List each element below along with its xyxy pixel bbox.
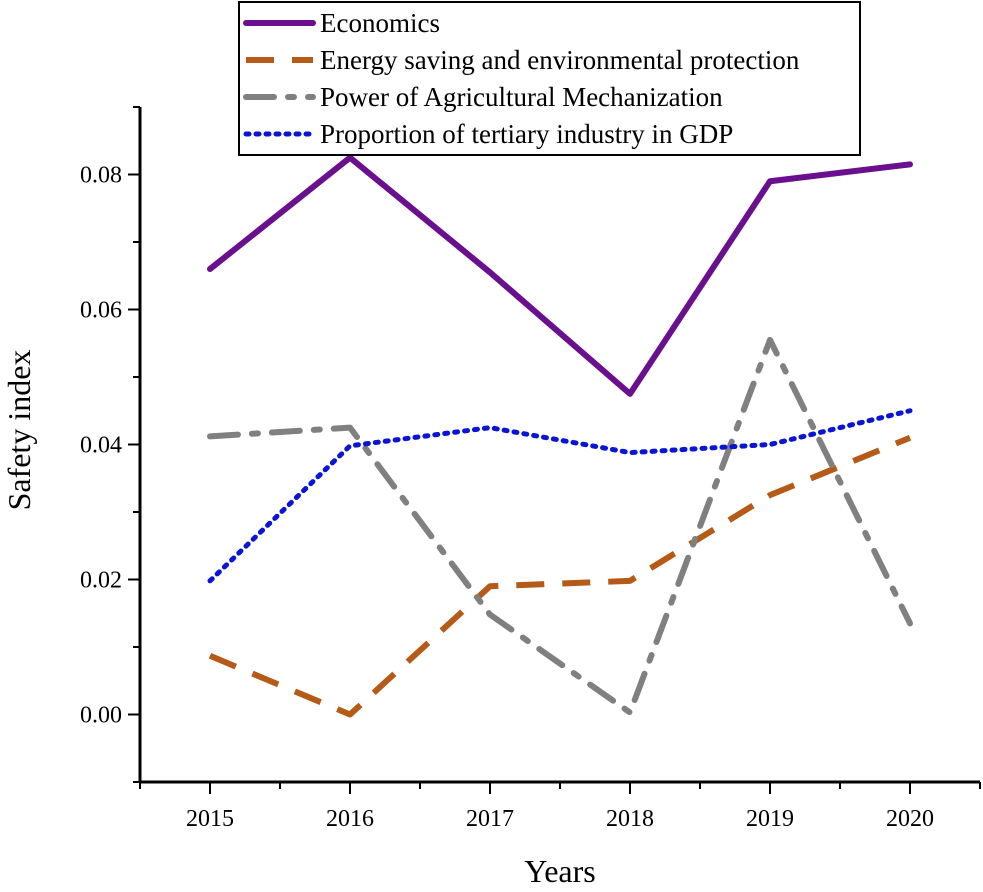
legend-label-0: Economics — [320, 8, 440, 38]
y-tick-label-0.08: 0.08 — [80, 163, 122, 189]
y-tick-label-0.06: 0.06 — [80, 298, 122, 324]
legend: Economics Energy saving and environmental… — [238, 1, 861, 156]
x-tick-label-2017: 2017 — [466, 806, 514, 832]
axes: 2015 2016 2017 2018 2019 2020 0.000.020.040.0… — [80, 106, 981, 832]
legend-label-1: Energy saving and environmental protecti… — [320, 45, 800, 75]
series-line-3 — [207, 408, 913, 584]
x-ticks: 2015 2016 2017 2018 2019 2020 — [139, 782, 981, 832]
x-tick-label-2020: 2020 — [886, 806, 934, 832]
x-axis-title: Years — [524, 853, 595, 889]
y-ticks: 0.00 0.02 0.04 0.06 0.08 — [80, 106, 140, 783]
series-line-0 — [207, 154, 913, 397]
legend-box — [238, 1, 861, 156]
x-tick-label-2015: 2015 — [186, 806, 234, 832]
x-tick-label-2018: 2018 — [606, 806, 654, 832]
legend-label-3: Proportion of tertiary industry in GDP — [320, 119, 733, 149]
x-tick-label-2019: 2019 — [746, 806, 794, 832]
series-line-1 — [208, 434, 912, 718]
plot-lines — [207, 154, 913, 718]
legend-label-2: Power of Agricultural Mechanization — [320, 82, 723, 112]
series-line-2 — [207, 336, 913, 716]
y-tick-label-0.02: 0.02 — [80, 568, 122, 594]
x-tick-label-2016: 2016 — [326, 806, 374, 832]
y-axis-title: Safety index — [1, 350, 37, 511]
y-tick-label-0.04: 0.04 — [80, 433, 122, 459]
y-tick-label-0.00: 0.00 — [80, 703, 122, 729]
